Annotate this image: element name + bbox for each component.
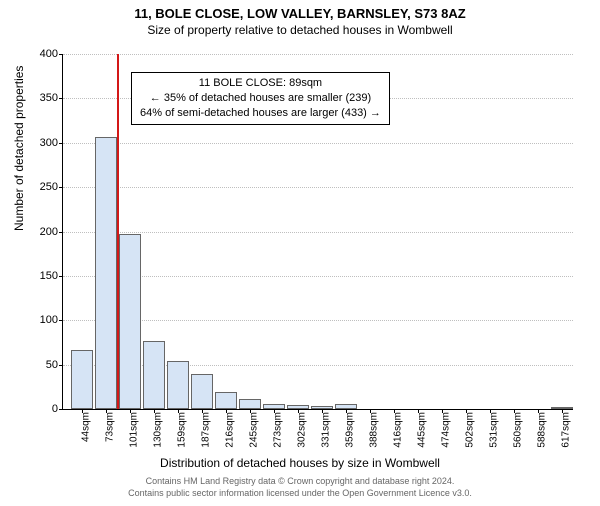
ytick-label: 200 bbox=[28, 226, 58, 238]
footer-line-2: Contains public sector information licen… bbox=[0, 488, 600, 500]
info-box: 11 BOLE CLOSE: 89sqm← 35% of detached ho… bbox=[131, 72, 390, 125]
info-box-line: ← 35% of detached houses are smaller (23… bbox=[140, 91, 381, 106]
histogram-bar bbox=[215, 392, 237, 409]
ytick-mark bbox=[59, 187, 63, 188]
xtick-label: 531sqm bbox=[489, 412, 500, 448]
ytick-label: 250 bbox=[28, 181, 58, 193]
ytick-mark bbox=[59, 276, 63, 277]
ytick-mark bbox=[59, 409, 63, 410]
page-subtitle: Size of property relative to detached ho… bbox=[0, 23, 600, 37]
ytick-mark bbox=[59, 54, 63, 55]
xtick-label: 159sqm bbox=[177, 412, 188, 448]
xtick-label: 560sqm bbox=[513, 412, 524, 448]
ytick-label: 400 bbox=[28, 48, 58, 60]
xtick-label: 617sqm bbox=[561, 412, 572, 448]
ytick-mark bbox=[59, 143, 63, 144]
xtick-label: 101sqm bbox=[129, 412, 140, 448]
xtick-label: 130sqm bbox=[153, 412, 164, 448]
histogram-bar bbox=[95, 137, 117, 409]
ytick-label: 350 bbox=[28, 92, 58, 104]
histogram-bar bbox=[239, 399, 261, 409]
xtick-label: 502sqm bbox=[465, 412, 476, 448]
xtick-label: 216sqm bbox=[225, 412, 236, 448]
x-axis-label: Distribution of detached houses by size … bbox=[0, 456, 600, 470]
xtick-label: 302sqm bbox=[297, 412, 308, 448]
info-box-line: 64% of semi-detached houses are larger (… bbox=[140, 106, 381, 121]
xtick-label: 273sqm bbox=[273, 412, 284, 448]
xtick-label: 588sqm bbox=[537, 412, 548, 448]
histogram-bar bbox=[191, 374, 213, 409]
chart-area: 05010015020025030035040044sqm73sqm101sqm… bbox=[62, 54, 572, 409]
info-box-line: 11 BOLE CLOSE: 89sqm bbox=[140, 76, 381, 91]
xtick-label: 245sqm bbox=[249, 412, 260, 448]
xtick-label: 187sqm bbox=[201, 412, 212, 448]
ytick-mark bbox=[59, 320, 63, 321]
footer-line-1: Contains HM Land Registry data © Crown c… bbox=[0, 476, 600, 488]
plot: 05010015020025030035040044sqm73sqm101sqm… bbox=[62, 54, 573, 410]
xtick-label: 359sqm bbox=[345, 412, 356, 448]
histogram-bar bbox=[119, 234, 141, 409]
xtick-label: 474sqm bbox=[441, 412, 452, 448]
ytick-label: 150 bbox=[28, 270, 58, 282]
xtick-label: 445sqm bbox=[417, 412, 428, 448]
histogram-bar bbox=[167, 361, 189, 409]
ytick-label: 0 bbox=[28, 403, 58, 415]
xtick-label: 73sqm bbox=[105, 412, 116, 442]
xtick-label: 44sqm bbox=[81, 412, 92, 442]
gridline bbox=[63, 54, 573, 55]
histogram-bar bbox=[143, 341, 165, 409]
histogram-bar bbox=[71, 350, 93, 409]
gridline bbox=[63, 232, 573, 233]
ytick-label: 100 bbox=[28, 314, 58, 326]
gridline bbox=[63, 143, 573, 144]
xtick-label: 416sqm bbox=[393, 412, 404, 448]
gridline bbox=[63, 187, 573, 188]
ytick-label: 300 bbox=[28, 137, 58, 149]
property-marker-line bbox=[117, 54, 119, 409]
ytick-mark bbox=[59, 232, 63, 233]
ytick-mark bbox=[59, 365, 63, 366]
xtick-label: 388sqm bbox=[369, 412, 380, 448]
ytick-label: 50 bbox=[28, 359, 58, 371]
y-axis-label: Number of detached properties bbox=[12, 66, 26, 231]
footer: Contains HM Land Registry data © Crown c… bbox=[0, 476, 600, 499]
ytick-mark bbox=[59, 98, 63, 99]
xtick-label: 331sqm bbox=[321, 412, 332, 448]
page-title: 11, BOLE CLOSE, LOW VALLEY, BARNSLEY, S7… bbox=[0, 6, 600, 21]
